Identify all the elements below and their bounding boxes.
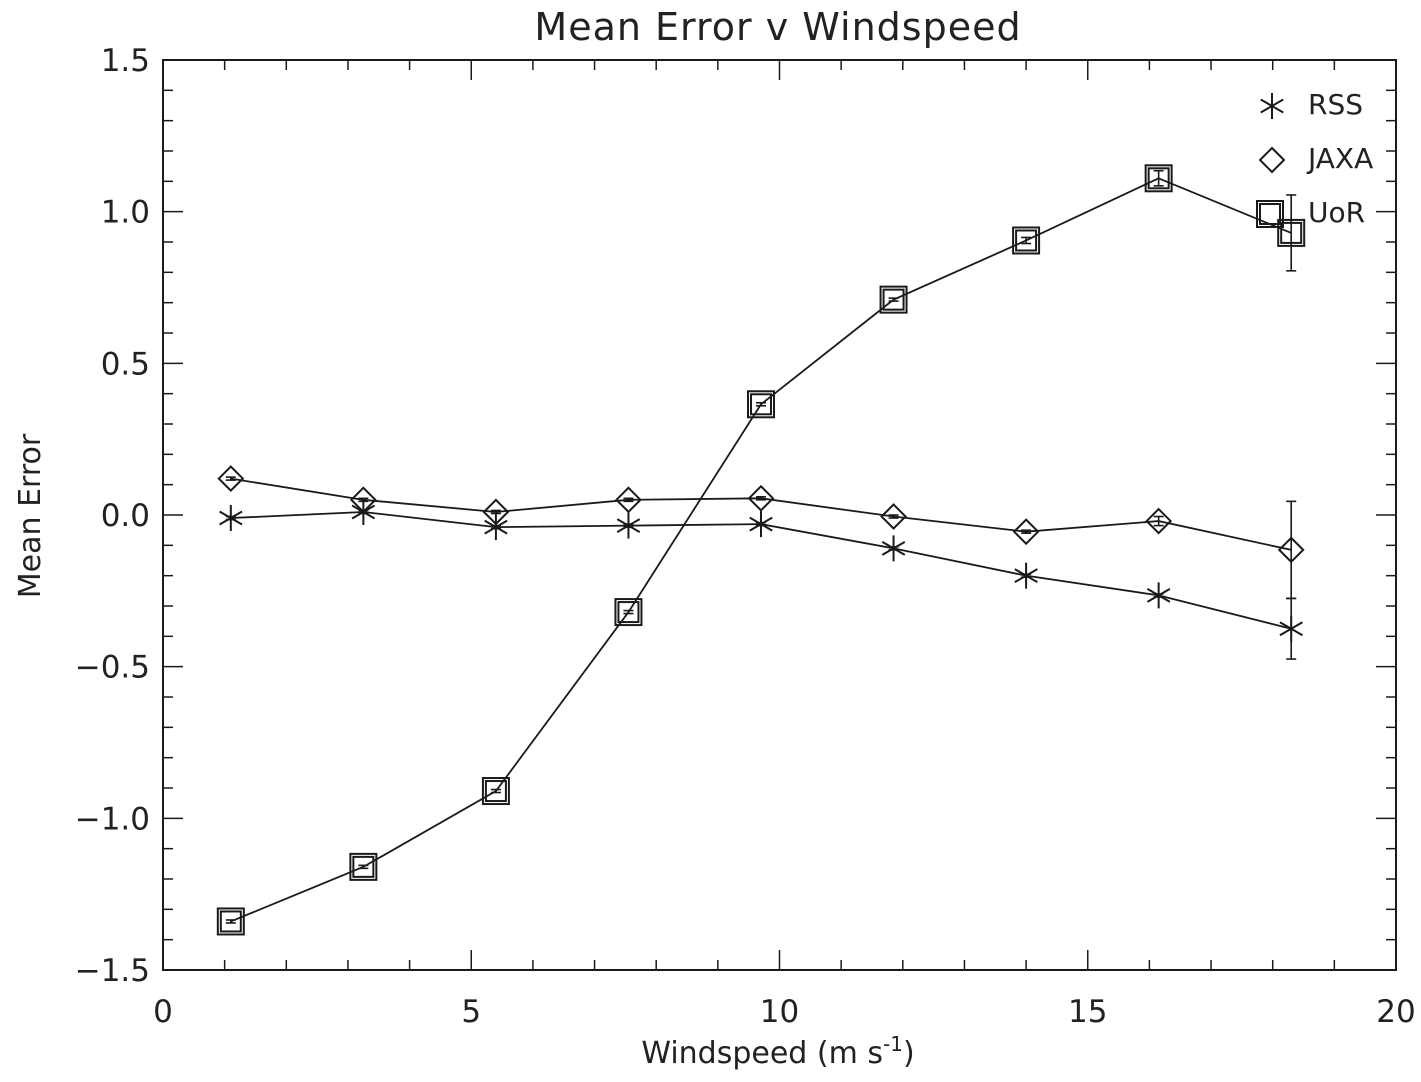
y-tick-label: 0.0 [101, 498, 150, 534]
legend-label-rss: RSS [1308, 88, 1363, 121]
data-point-rss [1015, 563, 1038, 589]
legend-label-jaxa: JAXA [1306, 142, 1373, 175]
legend-marker-rss [1261, 93, 1284, 119]
x-tick-label: 5 [461, 994, 481, 1030]
x-axis-label-close: ) [903, 1036, 915, 1071]
x-tick-label: 10 [760, 994, 799, 1030]
x-axis-label: Windspeed (m s-1) [641, 1032, 914, 1071]
y-tick-label: −1.0 [75, 801, 150, 837]
data-point-rss [882, 535, 905, 561]
legend-label-uor: UoR [1308, 196, 1365, 229]
series-layer [218, 165, 1304, 934]
x-axis-label-main: Windspeed (m s [641, 1036, 883, 1071]
legend-marker-jaxa [1260, 148, 1284, 172]
y-axis-label: Mean Error [13, 433, 48, 598]
y-tick-label: −1.5 [75, 953, 150, 989]
legend: RSS JAXA UoR [1257, 88, 1373, 229]
legend-marker-uor [1257, 201, 1283, 227]
y-tick-label: 0.5 [101, 346, 150, 382]
axis-tick-labels: 0 5 10 15 20 −1.5 −1.0 −0.5 0.0 0.5 1.0 1.5 [75, 43, 1416, 1030]
x-tick-label: 20 [1376, 994, 1415, 1030]
x-tick-label: 0 [153, 994, 173, 1030]
y-tick-label: −0.5 [75, 650, 150, 686]
y-tick-label: 1.0 [101, 195, 150, 231]
plot-frame [163, 60, 1396, 970]
data-point-rss [1147, 582, 1170, 608]
series-line-uor [231, 178, 1291, 921]
data-point-rss [1280, 616, 1303, 642]
x-axis-label-superscript: -1 [883, 1032, 903, 1056]
axis-ticks [163, 60, 1396, 970]
series-uor [218, 165, 1304, 934]
y-tick-label: 1.5 [101, 43, 150, 79]
x-tick-label: 15 [1068, 994, 1107, 1030]
chart-title: Mean Error v Windspeed [534, 5, 1021, 49]
